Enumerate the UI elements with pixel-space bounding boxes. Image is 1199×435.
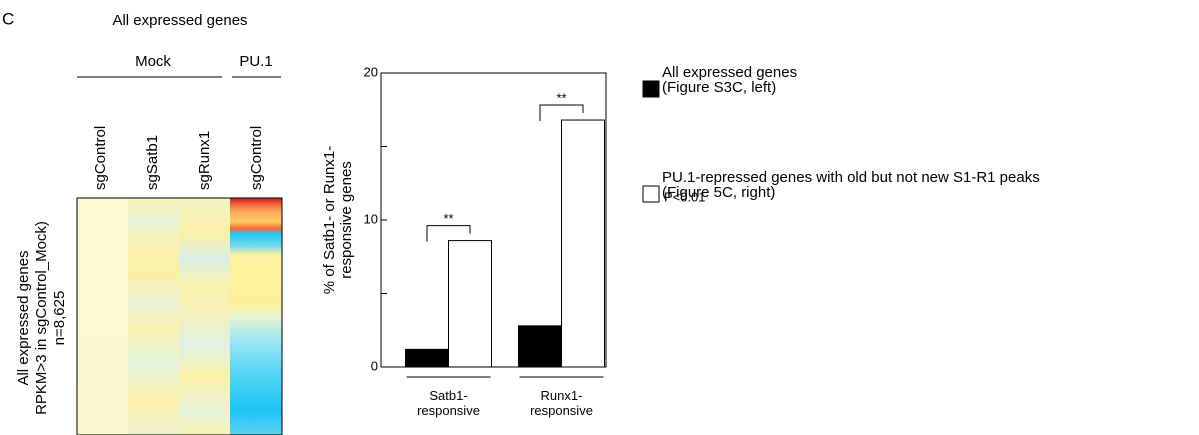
row-label: RPKM>3 in sgControl_Mock): [33, 221, 50, 415]
legend-swatch: [642, 80, 660, 98]
x-tick-label: Runx1-responsive: [530, 388, 593, 418]
y-tick-label: 20: [364, 64, 378, 79]
panel-label: C: [2, 9, 14, 28]
group-label: Mock: [135, 53, 171, 70]
significance-label: **: [556, 90, 566, 105]
column-label: sgControl: [92, 126, 109, 190]
row-label: All expressed genes: [15, 250, 32, 385]
heatmap-column: [179, 198, 230, 435]
legend-swatch: [642, 185, 660, 203]
heatmap-column: [230, 198, 282, 435]
column-label: sgControl: [248, 126, 265, 190]
heatmap-column: [128, 198, 179, 435]
column-label: sgSatb1: [144, 135, 161, 190]
row-label: n=8,625: [51, 291, 68, 346]
significance-bracket: [539, 104, 584, 122]
bar: [448, 240, 492, 368]
heatmap-column: [77, 198, 128, 435]
significance-bracket: [426, 225, 471, 242]
bar: [518, 325, 562, 368]
x-tick-label: Satb1-responsive: [417, 388, 480, 418]
significance-label: **: [443, 211, 453, 226]
bar: [405, 348, 449, 368]
legend-label: PU.1-repressed genes with old but not ne…: [662, 169, 1040, 201]
heatmap-title: All expressed genes: [112, 12, 247, 29]
bar: [561, 119, 605, 368]
legend-label: All expressed genes (Figure S3C, left): [662, 64, 797, 96]
column-label: sgRunx1: [196, 131, 213, 190]
y-tick-label: 0: [371, 358, 378, 373]
heatmap-frame: [76, 197, 283, 435]
group-label: PU.1: [239, 53, 272, 70]
y-axis-label: % of Satb1- or Runx1-responsive genes: [321, 146, 355, 294]
y-tick-label: 10: [364, 211, 378, 226]
